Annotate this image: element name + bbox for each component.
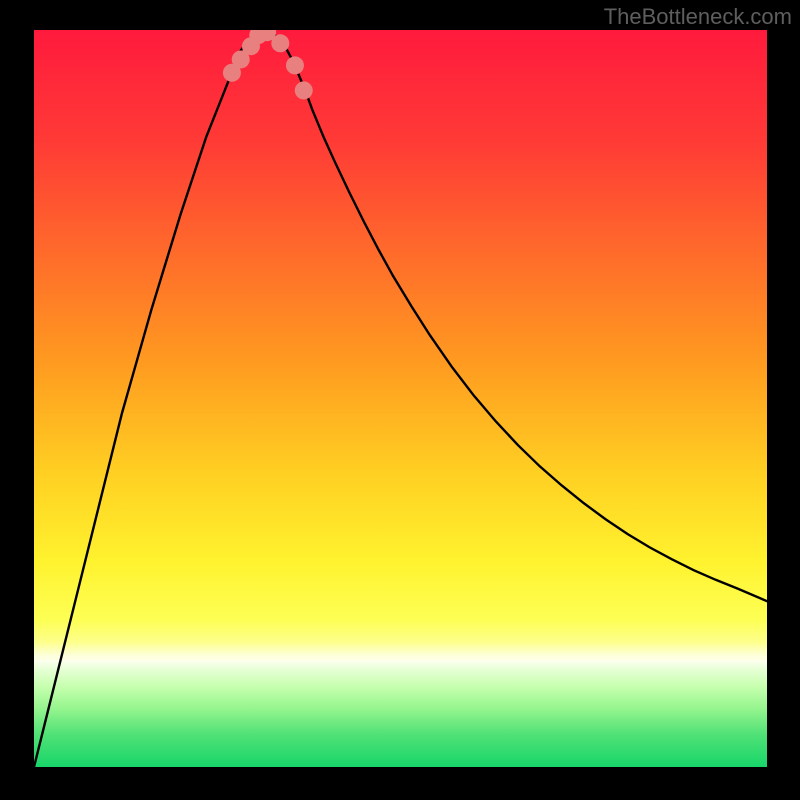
curve-markers-group [223, 30, 313, 99]
canvas-root: TheBottleneck.com [0, 0, 800, 800]
watermark-text: TheBottleneck.com [604, 4, 792, 30]
curve-right-branch [263, 30, 767, 601]
marker-point [295, 81, 313, 99]
marker-point [286, 56, 304, 74]
bottleneck-curve-svg [34, 30, 767, 767]
plot-area [34, 30, 767, 767]
curve-left-branch [34, 30, 263, 767]
marker-point [271, 34, 289, 52]
